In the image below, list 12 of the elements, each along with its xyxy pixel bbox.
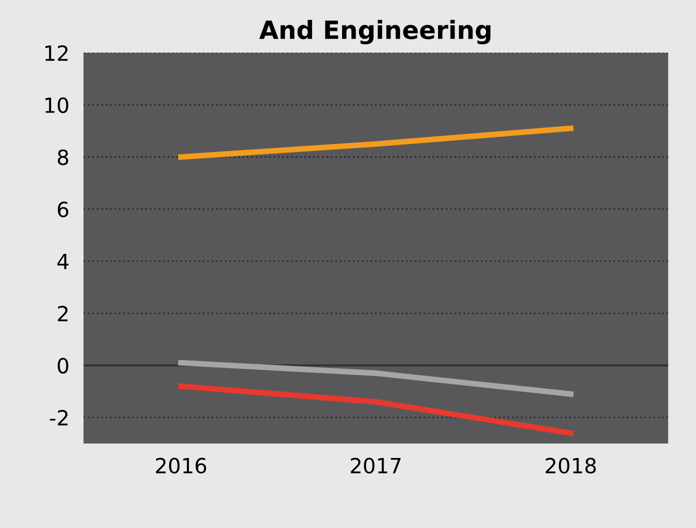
x-tick-label: 2018 (546, 458, 596, 474)
y-tick-label: 8 (58, 149, 68, 166)
y-tick-label: 4 (57, 254, 68, 270)
y-tick-label: 2 (58, 306, 68, 322)
x-tick-label: 2017 (350, 458, 401, 474)
y-tick-label: 12 (45, 45, 68, 61)
y-tick-label: -2 (50, 410, 68, 426)
x-tick-label: 2016 (156, 458, 206, 474)
y-tick-label: 10 (45, 97, 68, 114)
y-tick-label: 6 (58, 202, 68, 218)
y-tick-label: 0 (58, 358, 68, 374)
chart-title: And Engineering (259, 20, 490, 44)
